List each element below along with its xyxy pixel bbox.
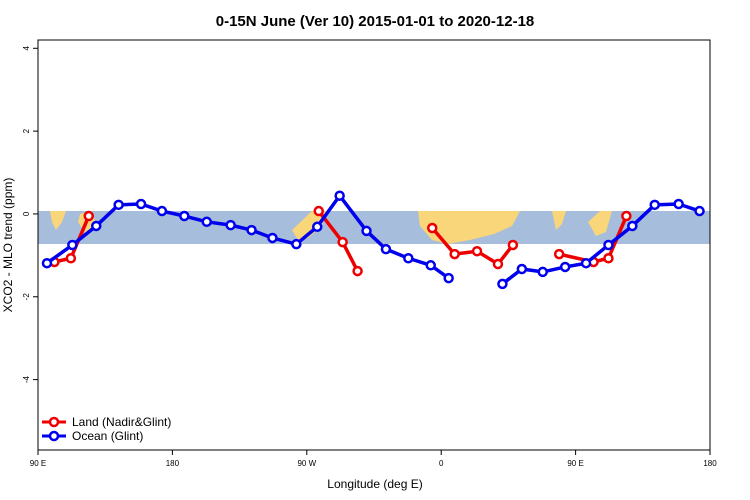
x-tick-label: 0: [439, 459, 444, 468]
data-point: [603, 253, 614, 264]
data-point: [135, 198, 147, 210]
data-point: [201, 216, 212, 228]
data-point: [361, 225, 372, 237]
data-point: [537, 266, 548, 278]
x-tick-label: 90 E: [567, 459, 583, 468]
data-point: [352, 265, 363, 277]
y-tick-label: -2: [22, 293, 31, 301]
x-tick-label: 180: [703, 459, 717, 468]
data-point: [553, 248, 565, 260]
data-point: [694, 205, 705, 217]
data-point: [627, 220, 638, 232]
legend-marker: [48, 430, 60, 442]
data-point: [179, 210, 190, 222]
data-point: [507, 239, 519, 251]
y-tick-label: 0: [22, 211, 31, 216]
y-tick-label: -4: [22, 375, 31, 383]
data-point: [313, 205, 324, 217]
data-point: [156, 205, 168, 217]
x-tick-label: 90 W: [297, 459, 316, 468]
y-tick-label: 2: [22, 128, 31, 133]
legend-marker: [48, 416, 60, 428]
y-tick-label: 4: [22, 46, 31, 51]
data-point: [90, 220, 102, 232]
data-point: [559, 261, 571, 273]
data-point: [113, 199, 124, 211]
y-axis-label: XCO2 - MLO trend (ppm): [1, 178, 15, 313]
data-point: [312, 221, 323, 233]
data-point: [603, 239, 614, 251]
data-point: [497, 278, 508, 290]
data-point: [225, 219, 236, 231]
data-point: [65, 253, 77, 264]
x-tick-label: 180: [166, 459, 180, 468]
x-tick-label: 90 E: [30, 459, 46, 468]
data-point: [449, 248, 460, 260]
data-point: [337, 236, 348, 248]
data-point: [403, 253, 414, 264]
legend-label: Ocean (Glint): [72, 429, 143, 443]
data-point: [246, 224, 257, 236]
data-point: [41, 257, 53, 269]
data-point: [426, 222, 438, 234]
data-point: [649, 199, 660, 211]
data-point: [334, 190, 345, 201]
data-point: [67, 239, 78, 251]
data-point: [673, 198, 684, 210]
data-point: [380, 243, 392, 255]
data-point: [443, 272, 454, 284]
data-point: [621, 210, 632, 222]
data-point: [516, 263, 528, 275]
plot-frame: [37, 39, 711, 451]
data-point: [83, 210, 95, 222]
chart-title: 0-15N June (Ver 10) 2015-01-01 to 2020-1…: [216, 13, 535, 30]
data-point: [580, 257, 592, 269]
data-point: [471, 245, 483, 257]
x-axis-label: Longitude (deg E): [327, 477, 422, 491]
data-point: [291, 238, 302, 250]
data-point: [492, 258, 504, 270]
data-point: [425, 260, 436, 271]
legend-label: Land (Nadir&Glint): [72, 415, 171, 429]
data-point: [267, 232, 278, 244]
